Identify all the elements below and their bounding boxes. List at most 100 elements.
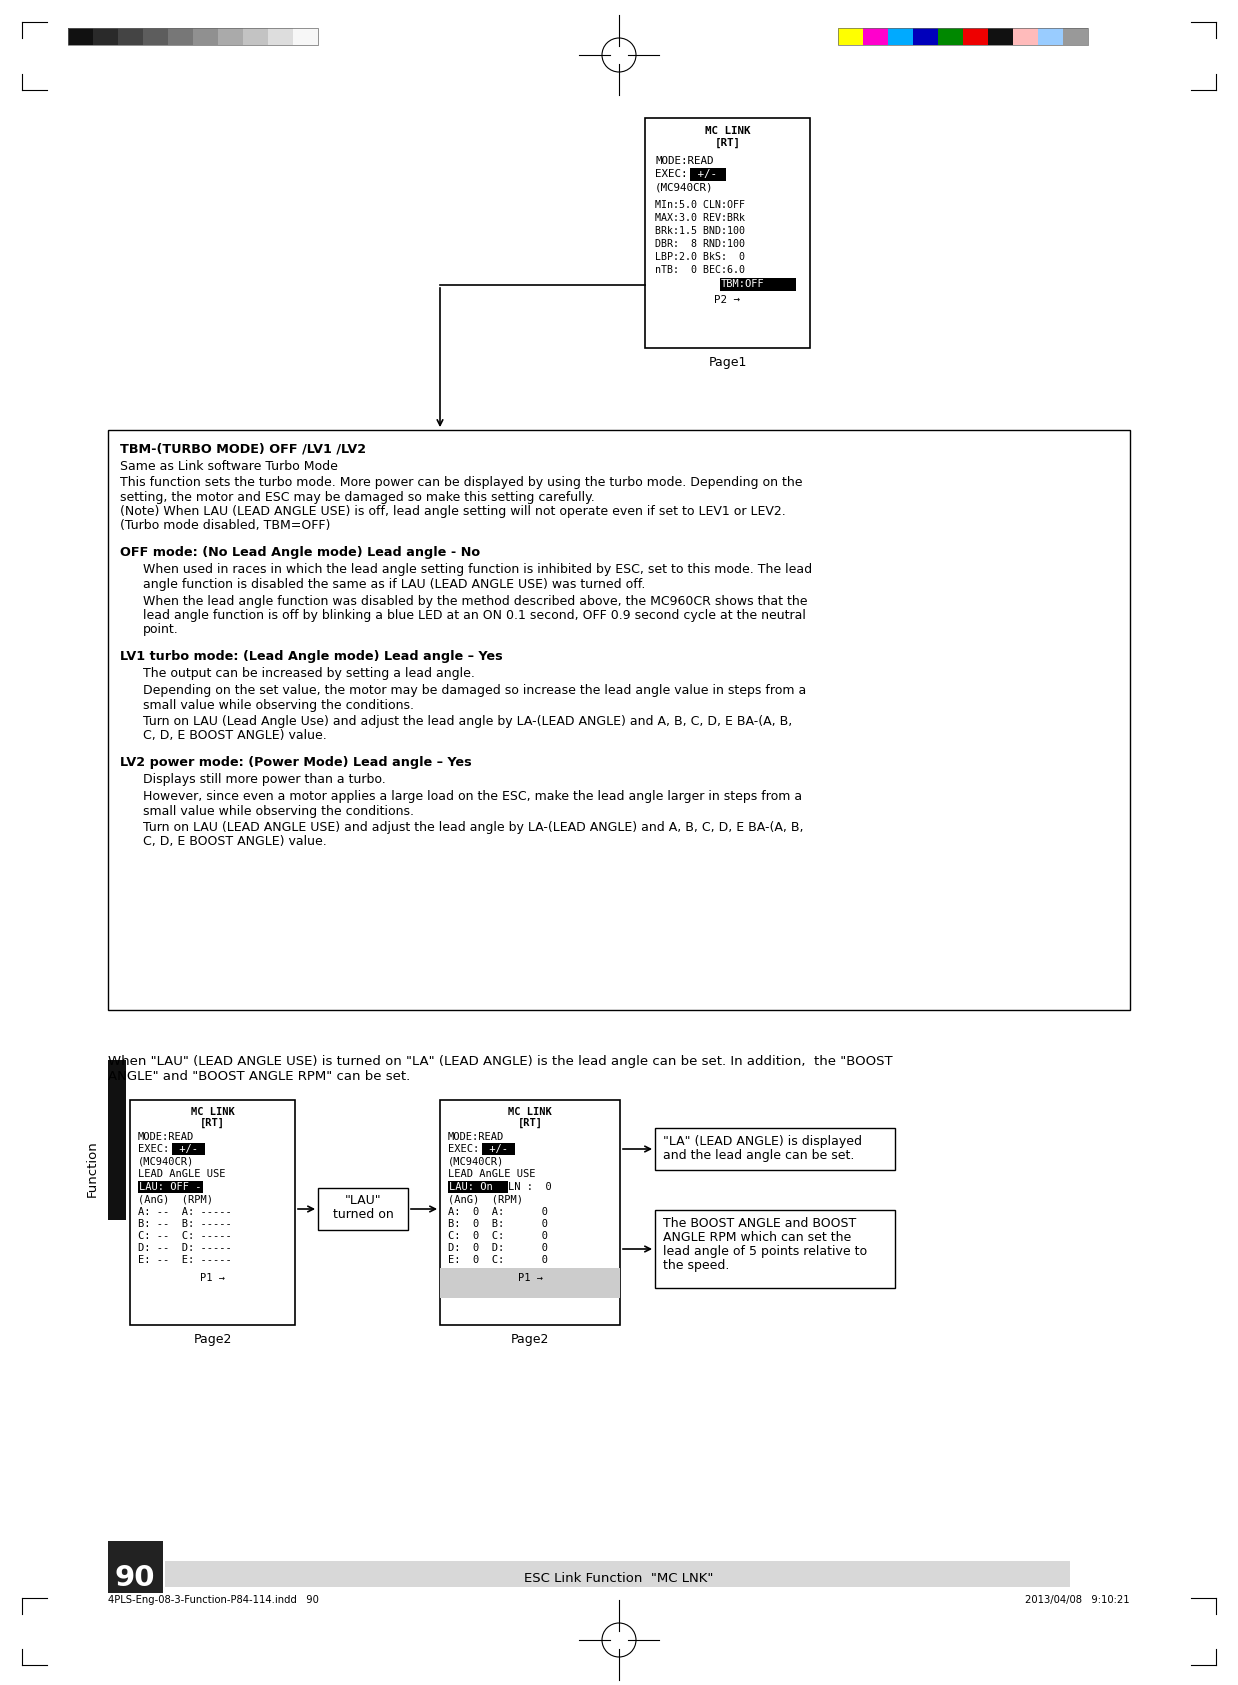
- Bar: [93, 29, 118, 45]
- Text: P2 →: P2 →: [714, 295, 740, 305]
- Text: lead angle of 5 points relative to: lead angle of 5 points relative to: [664, 1245, 867, 1259]
- Text: Page2: Page2: [193, 1333, 232, 1346]
- Bar: [218, 29, 243, 45]
- Text: MC LINK: MC LINK: [191, 1107, 234, 1117]
- Bar: [267, 29, 293, 45]
- Text: the speed.: the speed.: [664, 1259, 729, 1272]
- Text: 2013/04/08   9:10:21: 2013/04/08 9:10:21: [1025, 1596, 1130, 1606]
- Text: Displays still more power than a turbo.: Displays still more power than a turbo.: [144, 773, 386, 787]
- Text: LAU: On: LAU: On: [449, 1181, 493, 1191]
- Bar: [1063, 29, 1088, 45]
- Text: "LA" (LEAD ANGLE) is displayed: "LA" (LEAD ANGLE) is displayed: [664, 1136, 862, 1147]
- Bar: [655, 1210, 895, 1287]
- Text: Page1: Page1: [708, 356, 747, 369]
- Text: A: --  A: -----: A: -- A: -----: [137, 1206, 232, 1217]
- Text: ESC Link Function  "MC LNK": ESC Link Function "MC LNK": [525, 1572, 713, 1586]
- Bar: [293, 29, 318, 45]
- Text: [RT]: [RT]: [201, 1119, 225, 1129]
- Text: point.: point.: [144, 623, 178, 637]
- Text: +/-: +/-: [173, 1144, 198, 1154]
- Bar: [172, 1142, 206, 1154]
- Text: C:  0  C:      0: C: 0 C: 0: [448, 1232, 548, 1240]
- Text: and the lead angle can be set.: and the lead angle can be set.: [664, 1149, 854, 1163]
- Text: EXEC:: EXEC:: [655, 168, 687, 179]
- Text: E: --  E: -----: E: -- E: -----: [137, 1255, 232, 1265]
- Text: Turn on LAU (LEAD ANGLE USE) and adjust the lead angle by LA-(LEAD ANGLE) and A,: Turn on LAU (LEAD ANGLE USE) and adjust …: [144, 821, 803, 834]
- Text: LV1 turbo mode: (Lead Angle mode) Lead angle – Yes: LV1 turbo mode: (Lead Angle mode) Lead a…: [120, 650, 503, 662]
- Text: D: --  D: -----: D: -- D: -----: [137, 1244, 232, 1254]
- Text: D:  0  D:      0: D: 0 D: 0: [448, 1244, 548, 1254]
- Text: MODE:READ: MODE:READ: [448, 1132, 504, 1142]
- Text: LAU: OFF --: LAU: OFF --: [139, 1181, 208, 1191]
- Bar: [144, 29, 168, 45]
- Text: small value while observing the conditions.: small value while observing the conditio…: [144, 804, 413, 817]
- Text: C, D, E BOOST ANGLE) value.: C, D, E BOOST ANGLE) value.: [144, 836, 327, 849]
- Bar: [963, 29, 988, 45]
- Text: setting, the motor and ESC may be damaged so make this setting carefully.: setting, the motor and ESC may be damage…: [120, 490, 594, 504]
- Text: [RT]: [RT]: [517, 1119, 542, 1129]
- Text: 4PLS-Eng-08-3-Function-P84-114.indd   90: 4PLS-Eng-08-3-Function-P84-114.indd 90: [108, 1596, 319, 1606]
- Bar: [68, 29, 93, 45]
- Bar: [655, 1127, 895, 1169]
- Bar: [68, 29, 318, 45]
- Bar: [863, 29, 888, 45]
- Bar: [108, 430, 1130, 1009]
- Text: TBM-(TURBO MODE) OFF /LV1 /LV2: TBM-(TURBO MODE) OFF /LV1 /LV2: [120, 443, 366, 457]
- Bar: [439, 1100, 620, 1324]
- Text: 90: 90: [115, 1564, 155, 1592]
- Bar: [137, 1181, 203, 1193]
- Text: MIn:5.0 CLN:OFF: MIn:5.0 CLN:OFF: [655, 201, 745, 211]
- Text: (MC940CR): (MC940CR): [655, 184, 713, 194]
- Text: C, D, E BOOST ANGLE) value.: C, D, E BOOST ANGLE) value.: [144, 730, 327, 743]
- Bar: [165, 1560, 1070, 1587]
- Text: Turn on LAU (Lead Angle Use) and adjust the lead angle by LA-(LEAD ANGLE) and A,: Turn on LAU (Lead Angle Use) and adjust …: [144, 714, 792, 728]
- Bar: [912, 29, 938, 45]
- Text: A:  0  A:      0: A: 0 A: 0: [448, 1206, 548, 1217]
- Text: MC LINK: MC LINK: [704, 126, 750, 136]
- Bar: [1037, 29, 1063, 45]
- Text: C: --  C: -----: C: -- C: -----: [137, 1232, 232, 1240]
- Text: LEAD AnGLE USE: LEAD AnGLE USE: [137, 1169, 225, 1179]
- Text: turned on: turned on: [333, 1208, 394, 1222]
- Bar: [838, 29, 863, 45]
- Text: "LAU": "LAU": [344, 1195, 381, 1206]
- Text: [RT]: [RT]: [714, 138, 740, 148]
- Bar: [448, 1181, 508, 1193]
- Text: Function: Function: [85, 1141, 99, 1196]
- Text: LEAD AnGLE USE: LEAD AnGLE USE: [448, 1169, 536, 1179]
- Text: LV2 power mode: (Power Mode) Lead angle – Yes: LV2 power mode: (Power Mode) Lead angle …: [120, 757, 472, 768]
- Text: LBP:2.0 BkS:  0: LBP:2.0 BkS: 0: [655, 253, 745, 261]
- Text: B:  0  B:      0: B: 0 B: 0: [448, 1218, 548, 1228]
- Text: EXEC:: EXEC:: [448, 1144, 479, 1154]
- Text: +/-: +/-: [691, 168, 717, 179]
- Bar: [108, 1542, 163, 1592]
- Text: (AnG)  (RPM): (AnG) (RPM): [137, 1195, 213, 1205]
- Text: (MC940CR): (MC940CR): [137, 1158, 194, 1168]
- Text: (Note) When LAU (LEAD ANGLE USE) is off, lead angle setting will not operate eve: (Note) When LAU (LEAD ANGLE USE) is off,…: [120, 506, 786, 517]
- Text: When used in races in which the lead angle setting function is inhibited by ESC,: When used in races in which the lead ang…: [144, 563, 812, 576]
- Text: TBM:OFF: TBM:OFF: [721, 280, 765, 290]
- Bar: [439, 1269, 620, 1297]
- Text: lead angle function is off by blinking a blue LED at an ON 0.1 second, OFF 0.9 s: lead angle function is off by blinking a…: [144, 608, 806, 622]
- Text: P1 →: P1 →: [201, 1272, 225, 1282]
- Text: nTB:  0 BEC:6.0: nTB: 0 BEC:6.0: [655, 265, 745, 275]
- Bar: [118, 29, 144, 45]
- Text: When the lead angle function was disabled by the method described above, the MC9: When the lead angle function was disable…: [144, 595, 807, 608]
- Bar: [482, 1142, 515, 1154]
- Text: EXEC:: EXEC:: [137, 1144, 170, 1154]
- Bar: [721, 278, 796, 292]
- Bar: [938, 29, 963, 45]
- Text: (Turbo mode disabled, TBM=OFF): (Turbo mode disabled, TBM=OFF): [120, 519, 331, 532]
- Text: small value while observing the conditions.: small value while observing the conditio…: [144, 699, 413, 711]
- Bar: [130, 1100, 295, 1324]
- Text: P1 →: P1 →: [517, 1272, 542, 1282]
- Text: Depending on the set value, the motor may be damaged so increase the lead angle : Depending on the set value, the motor ma…: [144, 684, 806, 698]
- Bar: [645, 118, 810, 349]
- Text: However, since even a motor applies a large load on the ESC, make the lead angle: However, since even a motor applies a la…: [144, 790, 802, 804]
- Text: Same as Link software Turbo Mode: Same as Link software Turbo Mode: [120, 460, 338, 473]
- Text: MAX:3.0 REV:BRk: MAX:3.0 REV:BRk: [655, 212, 745, 222]
- Text: ANGLE" and "BOOST ANGLE RPM" can be set.: ANGLE" and "BOOST ANGLE RPM" can be set.: [108, 1070, 410, 1083]
- Bar: [168, 29, 193, 45]
- Bar: [838, 29, 1088, 45]
- Text: ANGLE RPM which can set the: ANGLE RPM which can set the: [664, 1232, 852, 1244]
